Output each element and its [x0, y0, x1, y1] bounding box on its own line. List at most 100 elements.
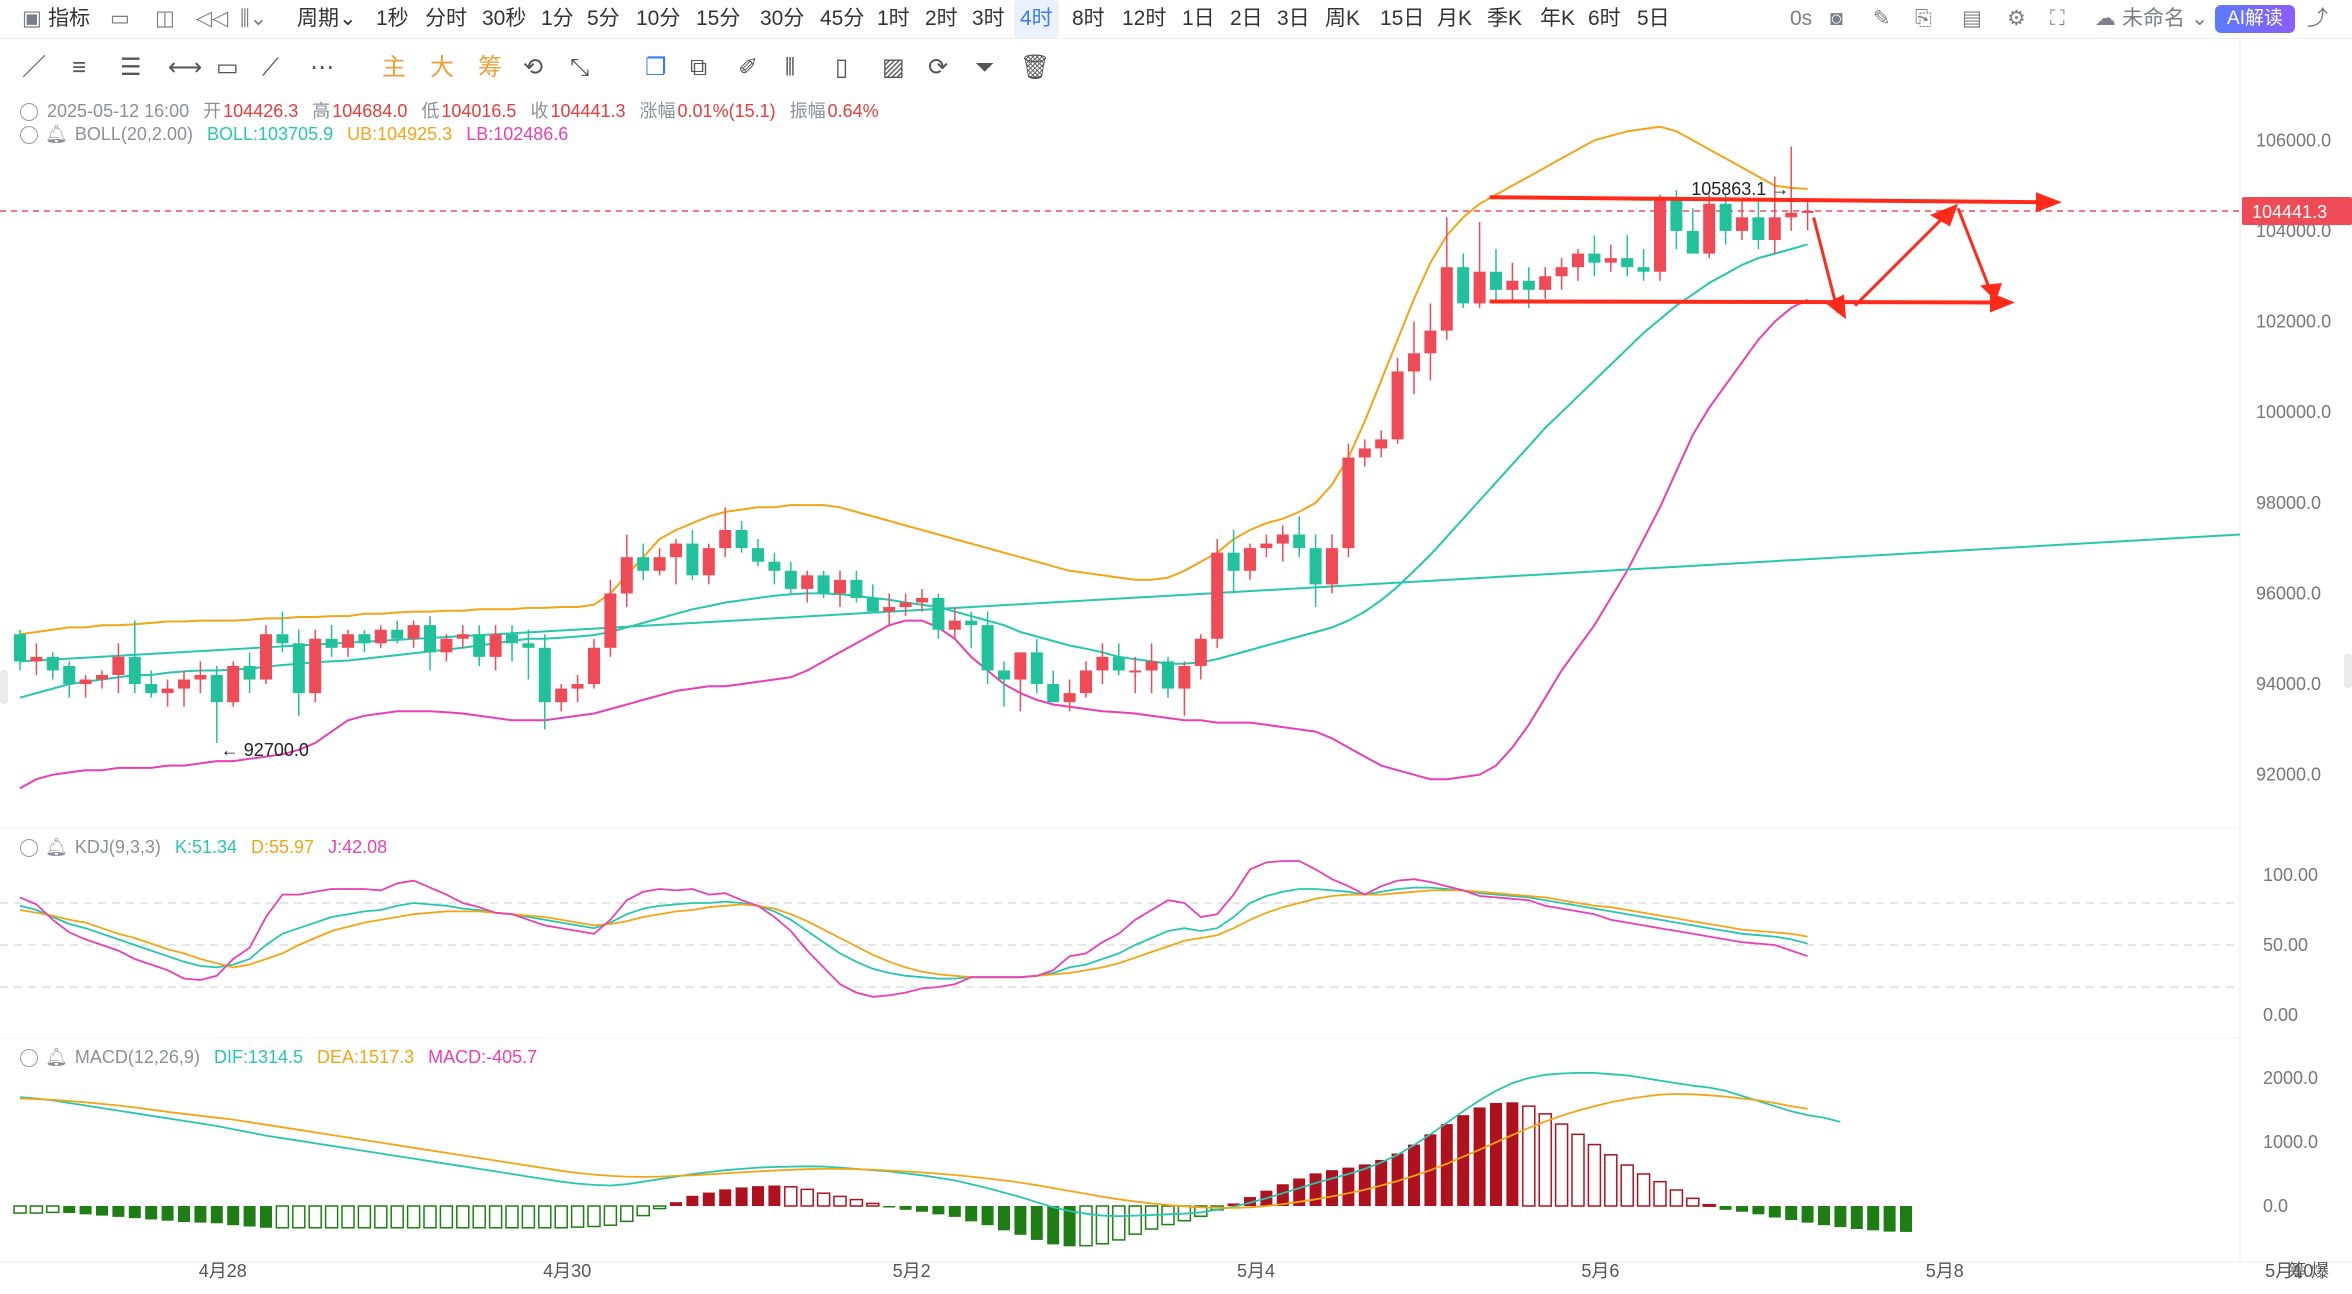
filter-icon[interactable]: ⏷ [975, 54, 995, 81]
timeframe-11[interactable]: 3时 [972, 7, 1005, 30]
pen-icon[interactable]: ✎ [1873, 7, 1891, 30]
layout-name[interactable]: 未命名 ⌄ [2122, 7, 2209, 30]
split-icon[interactable]: ◫ [155, 7, 175, 30]
refresh-icon[interactable]: ⟳ [928, 54, 949, 81]
time-tick-label: 5月10 [2265, 1261, 2313, 1281]
indicator-button[interactable]: 指标 [48, 7, 90, 30]
timeframe-22[interactable]: 年K [1540, 7, 1576, 30]
timeframe-19[interactable]: 15日 [1380, 7, 1425, 30]
drawbar-label-1[interactable]: 大 [430, 54, 454, 81]
macd-dif-value: DIF:1314.5 [213, 1047, 304, 1067]
save-icon[interactable]: ▤ [1962, 7, 1982, 30]
bell-icon[interactable]: 🔔︎ [45, 837, 68, 857]
candle-body [63, 665, 76, 685]
cloud-icon[interactable]: ☁ [2095, 7, 2116, 30]
macd-bar [112, 1206, 125, 1217]
note-icon[interactable]: ▨ [882, 54, 905, 81]
candle-body [1752, 217, 1765, 240]
macd-bar [652, 1205, 667, 1210]
gear-icon[interactable]: ⚙ [2007, 7, 2026, 30]
projection-bottom-line [1489, 299, 2001, 305]
hline-tool-icon[interactable]: ⟷ [168, 54, 203, 81]
candle-body [1112, 656, 1125, 671]
layout-icon[interactable]: ▭ [110, 7, 130, 30]
rotate-icon[interactable]: ⟲ [523, 54, 544, 81]
line-tool-icon[interactable]: ／ [22, 54, 46, 81]
timeframe-24[interactable]: 5日 [1637, 7, 1670, 30]
camera-icon[interactable]: ◙ [1830, 7, 1843, 30]
candle-body [1768, 217, 1781, 240]
macd-bar [587, 1205, 601, 1228]
collapse-icon[interactable] [20, 126, 38, 145]
trendline [19, 533, 2241, 663]
brush-icon[interactable]: ✐ [738, 54, 759, 81]
timeframe-0[interactable]: 1秒 [376, 7, 409, 30]
candle-body [1572, 253, 1584, 268]
macd-bar [1669, 1189, 1684, 1207]
share-icon[interactable]: ⤴ [2307, 7, 2328, 30]
timeframe-4[interactable]: 5分 [587, 7, 620, 30]
timeframe-14[interactable]: 12时 [1122, 7, 1167, 30]
timeframe-12[interactable]: 4时 [1014, 0, 1059, 38]
rect-tool-icon[interactable]: ▭ [216, 54, 239, 81]
candle-body [735, 530, 748, 549]
timeframe-9[interactable]: 1时 [877, 7, 910, 30]
fullscreen-icon[interactable]: ⛶ [2050, 7, 2065, 30]
lock-icon[interactable]: ▯ [835, 54, 849, 81]
bell-icon[interactable]: 🔔︎ [45, 124, 68, 144]
copy-icon[interactable]: ⎘ [1915, 7, 1932, 30]
trash-icon[interactable]: 🗑︎ [1020, 54, 1051, 81]
magnet-icon[interactable]: ⧉ [690, 54, 708, 81]
timeframe-13[interactable]: 8时 [1072, 7, 1105, 30]
boll-lower-line [19, 298, 1809, 790]
timeframe-16[interactable]: 2日 [1230, 7, 1263, 30]
macd-bar [1293, 1178, 1306, 1206]
timeframe-1[interactable]: 分时 [425, 7, 467, 30]
macd-bar [46, 1205, 60, 1214]
timeframe-7[interactable]: 30分 [760, 7, 805, 30]
collapse-icon[interactable] [20, 1049, 38, 1068]
candle-body [473, 634, 486, 657]
timeframe-8[interactable]: 45分 [820, 7, 865, 30]
candle-body [374, 629, 387, 644]
copy-drawing-icon[interactable]: ❐ [645, 54, 667, 81]
rewind-icon[interactable]: ◁◁ [196, 7, 229, 30]
bell-icon[interactable]: 🔔︎ [45, 1047, 68, 1067]
timeframe-15[interactable]: 1日 [1182, 7, 1215, 30]
macd-bar [932, 1206, 945, 1215]
macd-bar [1768, 1206, 1781, 1218]
timeframe-18[interactable]: 周K [1325, 7, 1361, 30]
timeframe-10[interactable]: 2时 [925, 7, 958, 30]
timeframe-21[interactable]: 季K [1487, 7, 1523, 30]
timeframe-17[interactable]: 3日 [1277, 7, 1310, 30]
drawbar-label-2[interactable]: 筹 [478, 54, 502, 81]
macd-bar [1342, 1167, 1355, 1206]
candle-body [932, 597, 945, 630]
ai-interpret-button[interactable]: AI解读 [2215, 5, 2295, 33]
timeframe-20[interactable]: 月K [1437, 7, 1473, 30]
indicator-icon: ▣ [22, 7, 42, 30]
candle-body [916, 597, 928, 603]
boll-upper-line [19, 125, 1808, 636]
ohlc-info: 2025-05-12 16:00 开 104426.3 高 104684.0 低 10… [20, 97, 888, 123]
more-tools-icon[interactable]: ⋯ [310, 54, 334, 81]
timeframe-3[interactable]: 1分 [541, 7, 574, 30]
scale-icon[interactable]: ⤡ [570, 54, 590, 81]
chart-type-icon[interactable]: ⫼⌄ [240, 7, 268, 30]
price-tick-label: 96000.0 [2256, 583, 2321, 603]
gann-tool-icon[interactable]: ⟋ [262, 54, 279, 81]
period-button[interactable]: 周期⌄ [297, 7, 357, 30]
parallel-tool-icon[interactable]: ≡ [72, 54, 87, 81]
kdj-d-line [19, 889, 1808, 979]
timeframe-2[interactable]: 30秒 [482, 7, 527, 30]
drawbar-label-0[interactable]: 主 [382, 54, 406, 81]
timeframe-6[interactable]: 15分 [696, 7, 741, 30]
eye-icon[interactable] [20, 103, 38, 122]
bars-icon[interactable]: ⫴ [785, 54, 796, 81]
collapse-icon[interactable] [20, 839, 38, 858]
timeframe-23[interactable]: 6时 [1588, 7, 1621, 30]
fib-tool-icon[interactable]: ☰ [120, 54, 142, 81]
timeframe-5[interactable]: 10分 [636, 7, 681, 30]
candle-body [14, 634, 26, 662]
